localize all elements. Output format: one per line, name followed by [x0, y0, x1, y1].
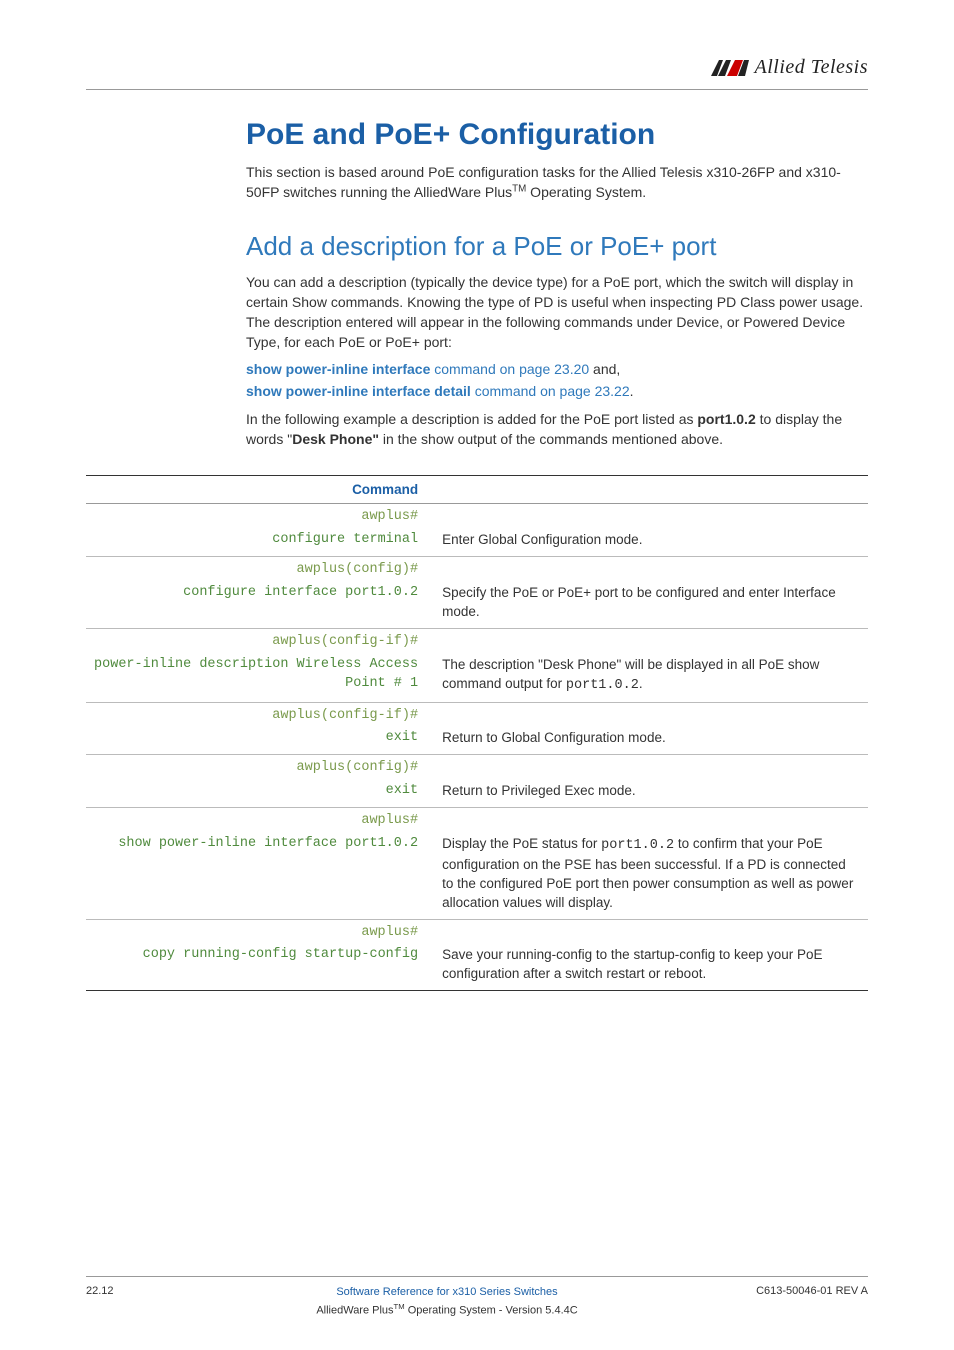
command-text: copy running-config startup-config — [86, 942, 430, 990]
command-prompt: awplus(config)# — [86, 755, 430, 778]
command-prompt: awplus# — [86, 808, 430, 831]
command-prompt: awplus(config-if)# — [86, 702, 430, 725]
command-text: exit — [86, 725, 430, 754]
xref-link-1[interactable]: show power-inline interface command on p… — [246, 361, 868, 377]
command-prompt: awplus# — [86, 504, 430, 527]
footer-page-number: 22.12 — [86, 1285, 176, 1297]
command-prompt: awplus(config-if)# — [86, 628, 430, 651]
command-text: configure terminal — [86, 527, 430, 556]
page-heading: PoE and PoE+ Configuration — [246, 118, 868, 152]
brand-logo: Allied Telesis — [711, 56, 868, 79]
command-description: The description "Desk Phone" will be dis… — [430, 652, 868, 702]
section-paragraph-2: In the following example a description i… — [246, 409, 868, 450]
intro-paragraph: This section is based around PoE configu… — [246, 162, 868, 203]
command-description: Specify the PoE or PoE+ port to be confi… — [430, 580, 868, 628]
header-bar: Allied Telesis — [86, 56, 868, 90]
command-description: Return to Privileged Exec mode. — [430, 778, 868, 807]
page-footer: 22.12 Software Reference for x310 Series… — [86, 1276, 868, 1320]
command-description: Save your running-config to the startup-… — [430, 942, 868, 990]
brand-name: Allied Telesis — [755, 56, 868, 79]
table-header-command: Command — [86, 476, 430, 504]
footer-doc-rev: C613-50046-01 REV A — [718, 1285, 868, 1297]
command-text: exit — [86, 778, 430, 807]
command-text: configure interface port1.0.2 — [86, 580, 430, 628]
xref-link-2[interactable]: show power-inline interface detail comma… — [246, 383, 868, 399]
command-text: show power-inline interface port1.0.2 — [86, 831, 430, 919]
command-prompt: awplus# — [86, 919, 430, 942]
logo-mark-icon — [711, 58, 749, 78]
main-content: PoE and PoE+ Configuration This section … — [86, 118, 868, 449]
command-prompt: awplus(config)# — [86, 557, 430, 580]
footer-center: Software Reference for x310 Series Switc… — [176, 1285, 718, 1320]
command-description: Enter Global Configuration mode. — [430, 527, 868, 556]
command-text: power-inline description Wireless Access… — [86, 652, 430, 702]
section-heading: Add a description for a PoE or PoE+ port — [246, 231, 868, 262]
section-paragraph-1: You can add a description (typically the… — [246, 272, 868, 353]
table-header-description — [430, 476, 868, 504]
command-description: Display the PoE status for port1.0.2 to … — [430, 831, 868, 919]
command-table: Command awplus#configure terminalEnter G… — [86, 475, 868, 991]
command-description: Return to Global Configuration mode. — [430, 725, 868, 754]
